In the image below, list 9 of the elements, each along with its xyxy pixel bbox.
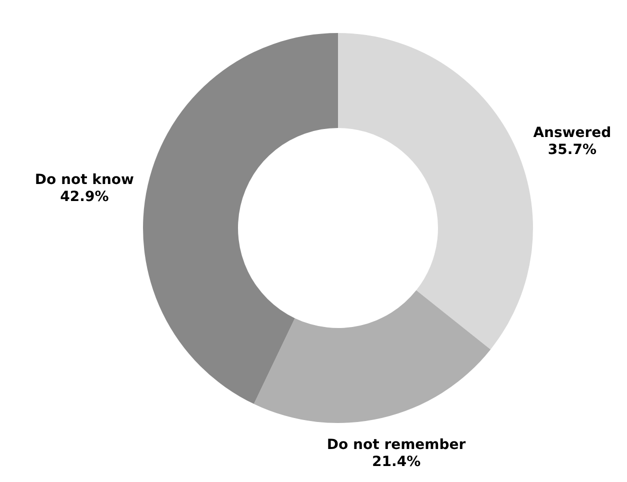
data-label: 42.9% <box>60 189 109 206</box>
data-label: 21.4% <box>372 454 421 470</box>
donut-slice <box>254 290 491 423</box>
slice-label: Answered <box>533 125 612 142</box>
donut-slice <box>338 33 533 350</box>
donut-slice <box>143 33 338 404</box>
slice-label: Do not remember <box>326 437 466 454</box>
data-label: 35.7% <box>548 142 596 158</box>
slice-label: Do not know <box>34 172 134 188</box>
